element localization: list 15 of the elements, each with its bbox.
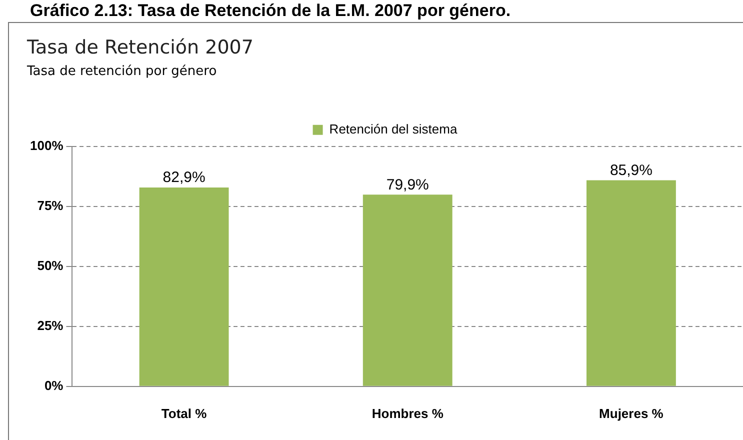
x-tick-label: Hombres % xyxy=(372,406,444,421)
legend-label: Retención del sistema xyxy=(329,121,458,136)
y-tick-label: 100% xyxy=(30,138,64,153)
y-tick-label: 50% xyxy=(37,258,64,273)
text: Gráfico 2.13: Tasa de Retención de la E.M. 2007 por género. xyxy=(30,1,511,21)
y-tick-label: 0% xyxy=(44,378,64,393)
data-label: 85,9% xyxy=(610,162,652,179)
data-label: 79,9% xyxy=(386,176,429,194)
y-tick-label: 25% xyxy=(37,318,64,333)
x-tick-label: Mujeres % xyxy=(599,406,664,421)
data-label: 82,9% xyxy=(162,169,206,186)
x-tick-label: Total % xyxy=(161,406,208,421)
chart-title: Tasa de Retención 2007 xyxy=(26,36,254,58)
chart-subtitle: Tasa de retención por género xyxy=(26,64,217,79)
y-tick-label: 75% xyxy=(37,198,64,213)
